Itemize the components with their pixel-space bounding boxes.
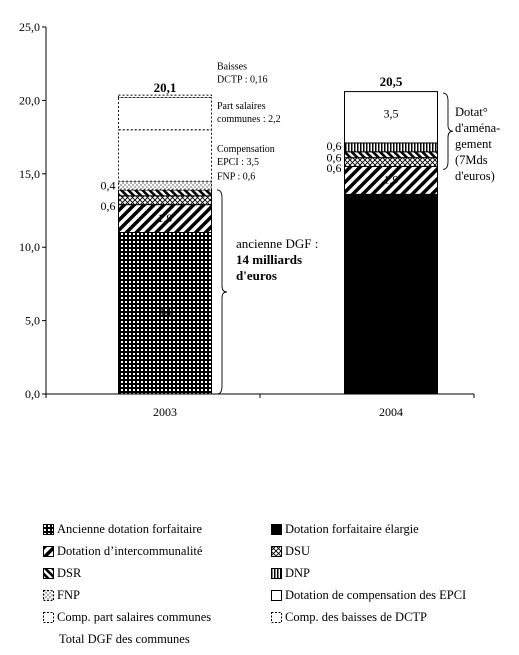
bar-segment: [344, 165, 438, 195]
x-tick-label: 2004: [379, 405, 403, 419]
data-label: 0,6: [327, 139, 342, 153]
brace-right-label: d'aména-: [455, 121, 500, 135]
bar-segment: [344, 142, 438, 153]
legend-label: DNP: [285, 566, 311, 580]
bar-segment: [344, 151, 438, 159]
brace-right-label: d'euros): [455, 169, 495, 183]
annotation-label: communes : 2,2: [217, 114, 281, 125]
legend-item: Comp. part salaires communes: [43, 610, 211, 625]
annotation-label: FNP : 0,6: [217, 172, 255, 183]
x-tick-label: 2003: [153, 405, 177, 419]
legend-item: DNP: [271, 566, 310, 581]
brace-left: [216, 189, 228, 395]
total-label: 20,5: [380, 74, 403, 89]
bar-segment: [344, 91, 438, 144]
legend-item: Comp. des baisses de DCTP: [271, 610, 427, 625]
data-label: 0,6: [327, 151, 342, 165]
chart: 0,0 5,0 10,0 15,0 20,0 25,0 2003 2004 20,1 20,5 1…: [19, 20, 500, 419]
legend-label: FNP: [57, 588, 80, 602]
data-label: 3,5: [384, 107, 399, 121]
legend-label: DSU: [285, 544, 311, 558]
y-tick-label: 5,0: [25, 314, 40, 328]
legend-item: DSR: [43, 566, 81, 581]
brace-right-label: gement: [455, 137, 492, 151]
brace-left-label: ancienne DGF :: [236, 236, 318, 251]
data-label: 1,9: [158, 211, 173, 225]
legend-label: Ancienne dotation forfaitaire: [57, 522, 203, 536]
legend-item: Ancienne dotation forfaitaire: [43, 522, 202, 537]
legend-label: Comp. part salaires communes: [57, 610, 212, 624]
legend-label: Comp. des baisses de DCTP: [285, 610, 428, 624]
legend-item-total: Total DGF des communes: [43, 632, 190, 647]
legend-item: Dotation d’intercommunalité: [43, 544, 202, 559]
bar-segment: [344, 157, 438, 167]
y-tick-label: 10,0: [19, 240, 40, 254]
bar-segment: [118, 189, 212, 197]
bar-segment: [118, 129, 212, 182]
bar-segment: [118, 180, 212, 191]
legend-label: Dotation forfaitaire élargie: [285, 522, 419, 536]
legend-label: DSR: [57, 566, 82, 580]
annotation-label: Compensation: [217, 144, 275, 155]
bar-segment: [118, 94, 212, 98]
legend-item: DSU: [271, 544, 310, 559]
legend-item: Dotation de compensation des EPCI: [271, 588, 466, 603]
data-label: 14: [159, 305, 171, 319]
brace-left-label: d'euros: [236, 268, 277, 283]
bar-segment: [118, 204, 212, 234]
data-label: 0,6: [327, 161, 342, 175]
annotation-label: EPCI : 3,5: [217, 157, 259, 168]
brace-right-label: Dotat°: [455, 105, 488, 119]
legend-item: FNP: [43, 588, 80, 603]
bar-segment: [118, 97, 212, 131]
bar-segment: [118, 232, 212, 395]
data-label: 0,4: [101, 179, 116, 193]
y-tick-label: 25,0: [19, 20, 40, 34]
y-tick-label: 20,0: [19, 93, 40, 107]
annotation-label: Baisses: [217, 62, 247, 73]
data-label: 1,9: [384, 173, 399, 187]
legend-item: Dotation forfaitaire élargie: [271, 522, 419, 537]
total-label: 20,1: [154, 80, 177, 95]
legend-label: Total DGF des communes: [59, 632, 190, 646]
annotation-label: DCTP : 0,16: [217, 75, 267, 86]
data-label: 0,6: [101, 199, 116, 213]
bar-segment: [118, 195, 212, 206]
brace-left-label: 14 milliards: [236, 252, 302, 267]
brace-right-label: (7Mds: [455, 153, 488, 167]
y-tick-label: 0,0: [25, 387, 40, 401]
annotation-label: Part salaires: [217, 101, 266, 112]
legend-label: Dotation de compensation des EPCI: [285, 588, 467, 602]
brace-right: [442, 92, 454, 170]
y-tick-label: 15,0: [19, 167, 40, 181]
bar-segment: [344, 193, 438, 395]
legend-label: Dotation d’intercommunalité: [57, 544, 203, 558]
